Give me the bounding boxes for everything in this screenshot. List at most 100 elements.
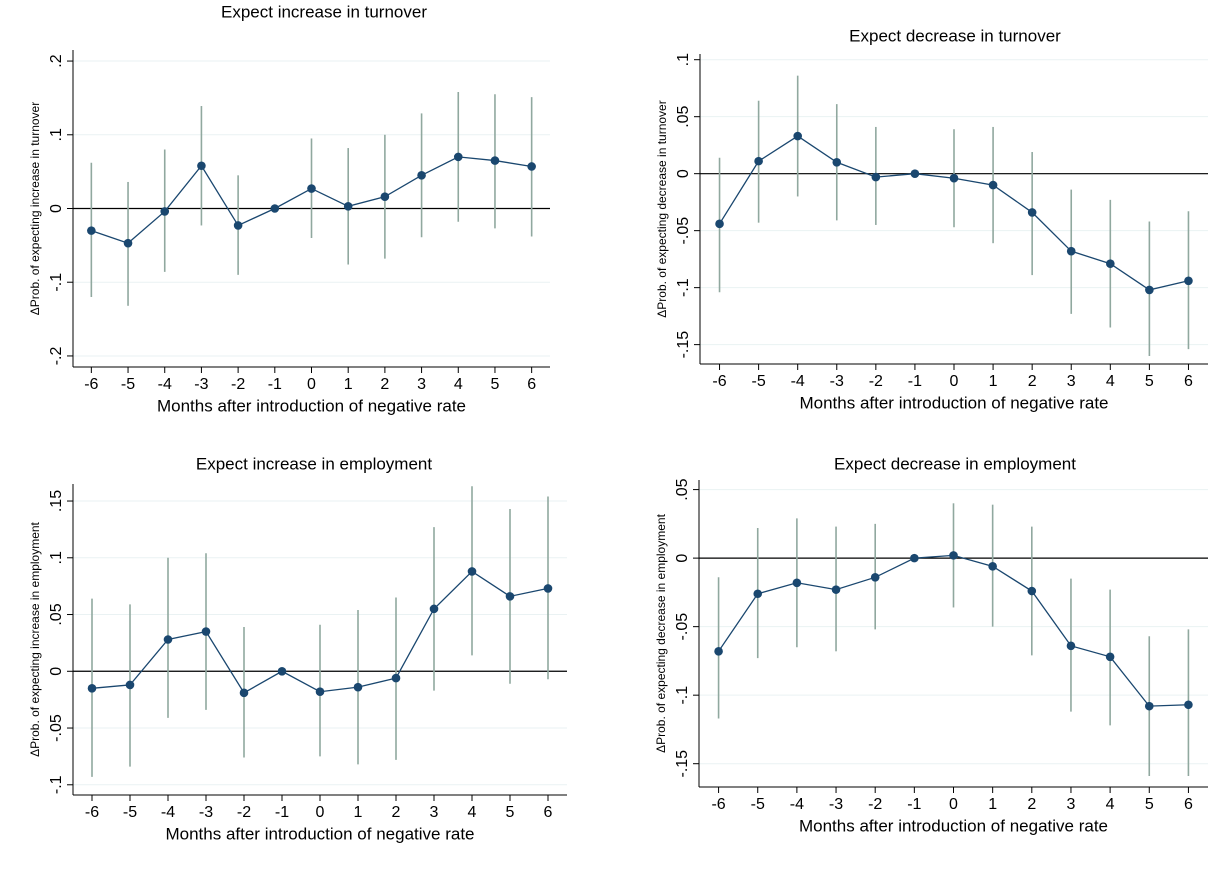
y-tick-label: .15 xyxy=(48,490,65,512)
x-tick-label: 2 xyxy=(1028,373,1037,390)
x-tick-label: 0 xyxy=(307,376,316,393)
point xyxy=(343,201,353,211)
point xyxy=(163,635,173,644)
point xyxy=(270,204,280,213)
point xyxy=(1105,652,1115,662)
x-tick-label: 0 xyxy=(950,373,959,390)
point xyxy=(1184,700,1193,710)
x-tick-label: 5 xyxy=(491,376,500,393)
y-tick-label: .1 xyxy=(48,128,65,141)
x-tick-label: 3 xyxy=(1067,796,1076,813)
point xyxy=(793,131,802,141)
x-tick-label: -4 xyxy=(790,796,804,813)
point xyxy=(490,156,500,165)
x-tick-label: -1 xyxy=(268,376,282,393)
x-tick-label: 1 xyxy=(989,373,998,390)
y-tick-label: 0 xyxy=(675,169,692,178)
point xyxy=(201,627,211,636)
point xyxy=(792,578,802,588)
x-tick-label: -2 xyxy=(869,373,883,390)
point xyxy=(832,157,842,167)
x-tick-label: 4 xyxy=(468,804,477,821)
x-tick-label: -5 xyxy=(751,373,765,390)
x-tick-label: 0 xyxy=(949,796,958,813)
x-tick-label: 6 xyxy=(1184,373,1193,390)
x-tick-label: 5 xyxy=(1145,796,1154,813)
point xyxy=(527,162,536,171)
point xyxy=(871,172,881,182)
point xyxy=(543,584,553,593)
x-tick-label: 2 xyxy=(392,804,401,821)
x-tick-label: -2 xyxy=(868,796,882,813)
x-tick-label: -6 xyxy=(711,796,725,813)
x-tick-label: -1 xyxy=(907,796,921,813)
point xyxy=(1027,586,1037,596)
point xyxy=(87,684,97,693)
x-tick-label: 5 xyxy=(506,804,515,821)
point xyxy=(910,169,920,178)
y-tick-label: 0 xyxy=(48,204,65,213)
y-tick-label: -.05 xyxy=(48,714,65,742)
x-tick-label: 4 xyxy=(1106,373,1115,390)
y-axis-title: ΔProb. of expecting decrease in turnover xyxy=(655,100,669,317)
y-axis-title: ΔProb. of expecting increase in employme… xyxy=(28,521,42,756)
point xyxy=(123,238,133,248)
point xyxy=(714,647,723,656)
x-tick-label: -4 xyxy=(161,804,175,821)
panel-title: Expect increase in turnover xyxy=(221,2,427,21)
x-tick-label: 5 xyxy=(1145,373,1154,390)
x-tick-label: -4 xyxy=(791,373,805,390)
x-tick-label: -3 xyxy=(199,804,213,821)
panel: Expect increase in employment -.1 -.05 0 .05… xyxy=(28,454,567,843)
x-tick-label: 3 xyxy=(417,376,426,393)
x-tick-label: 1 xyxy=(344,376,353,393)
point xyxy=(831,585,841,594)
x-tick-label: -6 xyxy=(85,804,99,821)
x-tick-label: 6 xyxy=(1184,796,1193,813)
x-tick-label: 3 xyxy=(1067,373,1076,390)
point xyxy=(1106,259,1115,269)
y-tick-label: -.15 xyxy=(675,331,692,359)
x-axis-title: Months after introduction of negative ra… xyxy=(799,816,1108,835)
point xyxy=(870,573,880,582)
point xyxy=(453,152,463,162)
point xyxy=(239,688,249,698)
point xyxy=(1184,276,1193,286)
x-tick-label: 4 xyxy=(1106,796,1115,813)
point xyxy=(1145,285,1154,295)
point xyxy=(353,682,363,692)
point xyxy=(197,161,206,171)
x-axis-title: Months after introduction of negative ra… xyxy=(157,396,466,415)
point xyxy=(1144,701,1154,711)
point xyxy=(754,156,763,166)
x-tick-label: 6 xyxy=(544,804,553,821)
panel: Expect increase in turnover -.2 -.1 0 .1 .2 -6… xyxy=(28,2,550,415)
x-tick-label: -3 xyxy=(194,376,208,393)
panel-title: Expect decrease in turnover xyxy=(849,26,1061,45)
x-tick-label: 1 xyxy=(988,796,997,813)
x-tick-label: -6 xyxy=(712,373,726,390)
x-tick-label: -5 xyxy=(123,804,137,821)
x-axis-title: Months after introduction of negative ra… xyxy=(799,393,1108,412)
x-tick-label: 3 xyxy=(430,804,439,821)
y-tick-label: .05 xyxy=(675,105,692,127)
x-tick-label: -5 xyxy=(751,796,765,813)
y-tick-label: .1 xyxy=(675,53,692,66)
x-axis-title: Months after introduction of negative ra… xyxy=(165,824,474,843)
point xyxy=(988,562,997,571)
point xyxy=(1027,208,1037,217)
y-tick-label: -.05 xyxy=(675,217,692,245)
y-tick-label: -.05 xyxy=(674,613,691,641)
point xyxy=(949,551,958,560)
point xyxy=(160,207,170,216)
point xyxy=(277,666,287,676)
point xyxy=(715,219,724,229)
point xyxy=(505,592,515,601)
point xyxy=(307,184,316,193)
y-tick-label: .2 xyxy=(48,54,65,67)
x-tick-label: -3 xyxy=(830,373,844,390)
y-tick-label: 0 xyxy=(48,667,65,676)
x-tick-label: -5 xyxy=(121,376,135,393)
